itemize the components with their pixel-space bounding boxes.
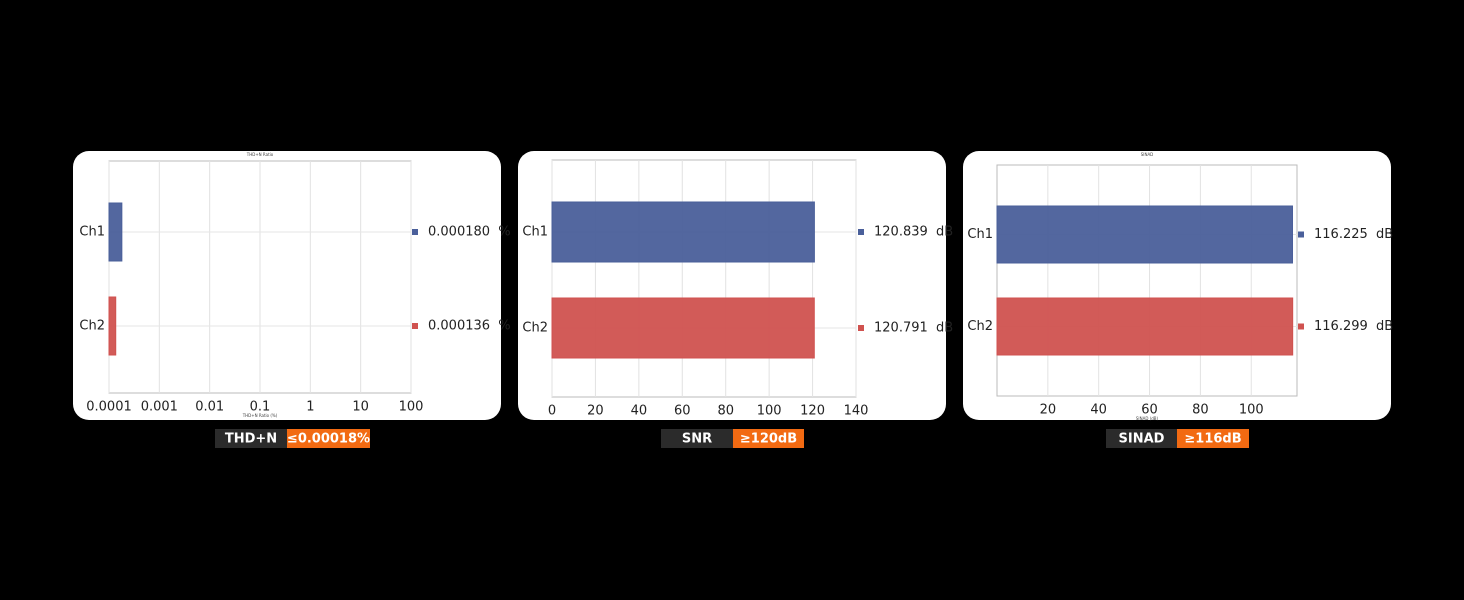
value-label: 116.225 dB	[1314, 227, 1393, 242]
category-label: Ch1	[79, 225, 105, 240]
x-tick-label: 60	[674, 404, 691, 419]
x-tick-label: 0.1	[250, 400, 271, 415]
category-label: Ch2	[967, 319, 993, 334]
bar	[108, 202, 123, 262]
badge-label: SNR	[682, 432, 712, 447]
x-tick-label: 20	[587, 404, 604, 419]
x-tick-label: 0.0001	[86, 400, 132, 415]
x-tick-label: 0.001	[141, 400, 178, 415]
badge-label-box	[661, 429, 733, 448]
badge-value: ≥120dB	[740, 432, 797, 447]
bar	[996, 205, 1293, 264]
category-label: Ch1	[522, 225, 548, 240]
value-label: 0.000136 %	[428, 319, 511, 334]
bar	[108, 296, 117, 356]
bar	[551, 201, 815, 263]
badge-label-box	[215, 429, 287, 448]
value-marker	[412, 323, 418, 329]
x-axis-label: SINAD (dB)	[1136, 416, 1159, 421]
badge-value: ≤0.00018%	[287, 432, 370, 447]
category-label: Ch1	[967, 227, 993, 242]
badge-label: SINAD	[1119, 432, 1165, 447]
chart-title: THD+N Ratio	[246, 152, 274, 157]
value-label: 116.299 dB	[1314, 319, 1393, 334]
value-marker	[858, 229, 864, 235]
value-marker	[412, 229, 418, 235]
x-tick-label: 60	[1141, 403, 1158, 418]
value-label: 120.839 dB	[874, 225, 953, 240]
x-axis-label: THD+N Ratio (%)	[242, 413, 278, 418]
chart-title: SINAD	[1141, 152, 1154, 157]
x-tick-label: 80	[1192, 403, 1209, 418]
value-marker	[858, 325, 864, 331]
x-tick-label: 40	[631, 404, 648, 419]
badge-value-box	[1177, 429, 1249, 448]
badge-value-box	[287, 429, 370, 448]
x-tick-label: 10	[352, 400, 369, 415]
bar	[551, 297, 815, 359]
bar	[996, 297, 1294, 356]
badge-label: THD+N	[225, 432, 277, 447]
x-tick-label: 100	[757, 404, 782, 419]
badge-label-box	[1106, 429, 1177, 448]
category-label: Ch2	[522, 321, 548, 336]
value-label: 120.791 dB	[874, 321, 953, 336]
value-marker	[1298, 231, 1304, 238]
x-tick-label: 20	[1040, 403, 1057, 418]
x-tick-label: 100	[399, 400, 424, 415]
badge-value-box	[733, 429, 804, 448]
x-tick-label: 100	[1239, 403, 1264, 418]
x-tick-label: 80	[717, 404, 734, 419]
category-label: Ch2	[79, 319, 105, 334]
x-tick-label: 1	[306, 400, 314, 415]
x-tick-label: 0.01	[195, 400, 224, 415]
x-tick-label: 140	[844, 404, 869, 419]
x-tick-label: 0	[548, 404, 556, 419]
plot-area	[996, 164, 1298, 397]
x-tick-label: 120	[800, 404, 825, 419]
badge-value: ≥116dB	[1184, 432, 1241, 447]
plot-area	[551, 159, 857, 398]
value-marker	[1298, 323, 1304, 330]
value-label: 0.000180 %	[428, 225, 511, 240]
x-tick-label: 40	[1090, 403, 1107, 418]
